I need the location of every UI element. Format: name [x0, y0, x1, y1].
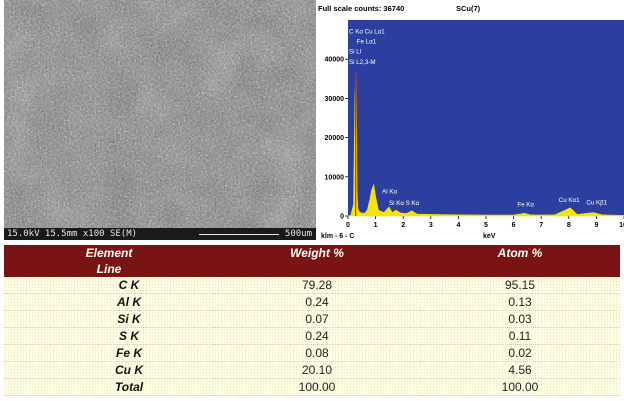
peak-label: Si L2,3-M — [349, 59, 375, 66]
table-row: C K 79.28 95.15 — [4, 277, 620, 294]
table-row: Cu K 20.10 4.56 — [4, 361, 620, 379]
atom-cell: 100.00 — [420, 378, 620, 396]
header-element: Element — [4, 245, 214, 261]
weight-cell: 0.07 — [214, 310, 420, 328]
table-row: Fe K 0.08 0.02 — [4, 344, 620, 362]
element-cell: Si K — [4, 310, 214, 328]
sem-info-bar: 15.0kV 15.5mm x100 SE(M) 500um — [4, 228, 316, 240]
x-tick-label: 8 — [567, 222, 571, 229]
x-tick-label: 4 — [456, 222, 460, 229]
sem-parameters: 15.0kV 15.5mm x100 SE(M) — [7, 229, 138, 239]
atom-cell: 4.56 — [420, 361, 620, 379]
spectrum-footer: klm - 6 - C — [321, 233, 354, 240]
weight-cell: 0.24 — [214, 327, 420, 345]
plot-area — [348, 20, 624, 216]
y-tick-label: 20000 — [325, 135, 345, 142]
table-header-row-2: Line — [4, 261, 620, 277]
header-atom: Atom % — [420, 245, 620, 261]
element-cell: Total — [4, 378, 214, 396]
x-tick-label: 9 — [594, 222, 598, 229]
peak-labels: C Kα Cu Lα1 Fe Lα1 Si Ll Si L2,3-M Al Kα Si K… — [349, 29, 608, 209]
header-line: Line — [4, 261, 214, 277]
atom-cell: 0.03 — [420, 310, 620, 328]
atom-cell: 0.11 — [420, 327, 620, 345]
y-tick-label: 10000 — [325, 174, 345, 181]
weight-cell: 20.10 — [214, 361, 420, 379]
scale-bar-label: 500um — [284, 229, 312, 239]
composition-table: Element Weight % Atom % Line C K 79.28 95.… — [4, 245, 620, 396]
table-row: Total 100.00 100.00 — [4, 378, 620, 396]
header-blank — [214, 261, 420, 277]
x-tick-label: 7 — [539, 222, 543, 229]
weight-cell: 0.24 — [214, 293, 420, 311]
peak-label: Si Kα — [389, 200, 404, 207]
y-tick-label: 0 — [340, 214, 344, 221]
peak-label: Si Ll — [349, 48, 361, 55]
header-weight: Weight % — [214, 245, 420, 261]
weight-cell: 79.28 — [214, 277, 420, 294]
table-body: C K 79.28 95.15 Al K 0.24 0.13 Si K 0.07 0.03 S K… — [4, 277, 620, 396]
x-axis: 0 1 2 3 4 5 6 7 8 9 10 — [346, 216, 624, 229]
scale-bar — [199, 229, 279, 235]
sample-name: SCu(7) — [456, 4, 481, 13]
sem-image-texture — [4, 0, 316, 240]
y-tick-label: 30000 — [325, 96, 345, 103]
sem-micrograph: 15.0kV 15.5mm x100 SE(M) 500um — [4, 0, 316, 240]
atom-cell: 95.15 — [420, 277, 620, 294]
x-tick-label: 3 — [429, 222, 433, 229]
x-tick-label: 5 — [484, 222, 488, 229]
header-blank — [420, 261, 620, 277]
x-tick-label: 0 — [346, 222, 350, 229]
peak-label: Cu Kβ1 — [586, 200, 607, 207]
eds-spectrum-chart: Full scale counts: 36740 SCu(7) 01000020… — [316, 0, 624, 242]
atom-cell: 0.13 — [420, 293, 620, 311]
full-scale-counts: Full scale counts: 36740 — [318, 4, 404, 13]
peak-label: Fe Kα — [517, 202, 534, 209]
element-cell: Fe K — [4, 344, 214, 362]
peak-label: C Kα Cu Lα1 — [349, 29, 385, 36]
table-row: S K 0.24 0.11 — [4, 327, 620, 345]
x-tick-label: 2 — [401, 222, 405, 229]
atom-cell: 0.02 — [420, 344, 620, 362]
peak-label: Fe Lα1 — [357, 39, 377, 46]
weight-cell: 0.08 — [214, 344, 420, 362]
weight-cell: 100.00 — [214, 378, 420, 396]
x-tick-label: 6 — [512, 222, 516, 229]
element-cell: Al K — [4, 293, 214, 311]
y-tick-label: 40000 — [325, 57, 345, 64]
element-cell: C K — [4, 277, 214, 294]
table-row: Al K 0.24 0.13 — [4, 293, 620, 311]
element-cell: Cu K — [4, 361, 214, 379]
spectrum-series — [347, 71, 624, 217]
y-axis: 0 10000 20000 30000 40000 — [325, 57, 348, 221]
x-tick-label: 1 — [374, 222, 378, 229]
peak-label: Al Kα — [382, 188, 397, 195]
peak-label: S Kα — [406, 200, 420, 207]
element-cell: S K — [4, 327, 214, 345]
x-tick-label: 10 — [619, 222, 624, 229]
table-header-row: Element Weight % Atom % — [4, 245, 620, 261]
peak-label: Cu Kα1 — [559, 197, 580, 204]
x-axis-label: keV — [483, 233, 496, 240]
table-row: Si K 0.07 0.03 — [4, 310, 620, 328]
